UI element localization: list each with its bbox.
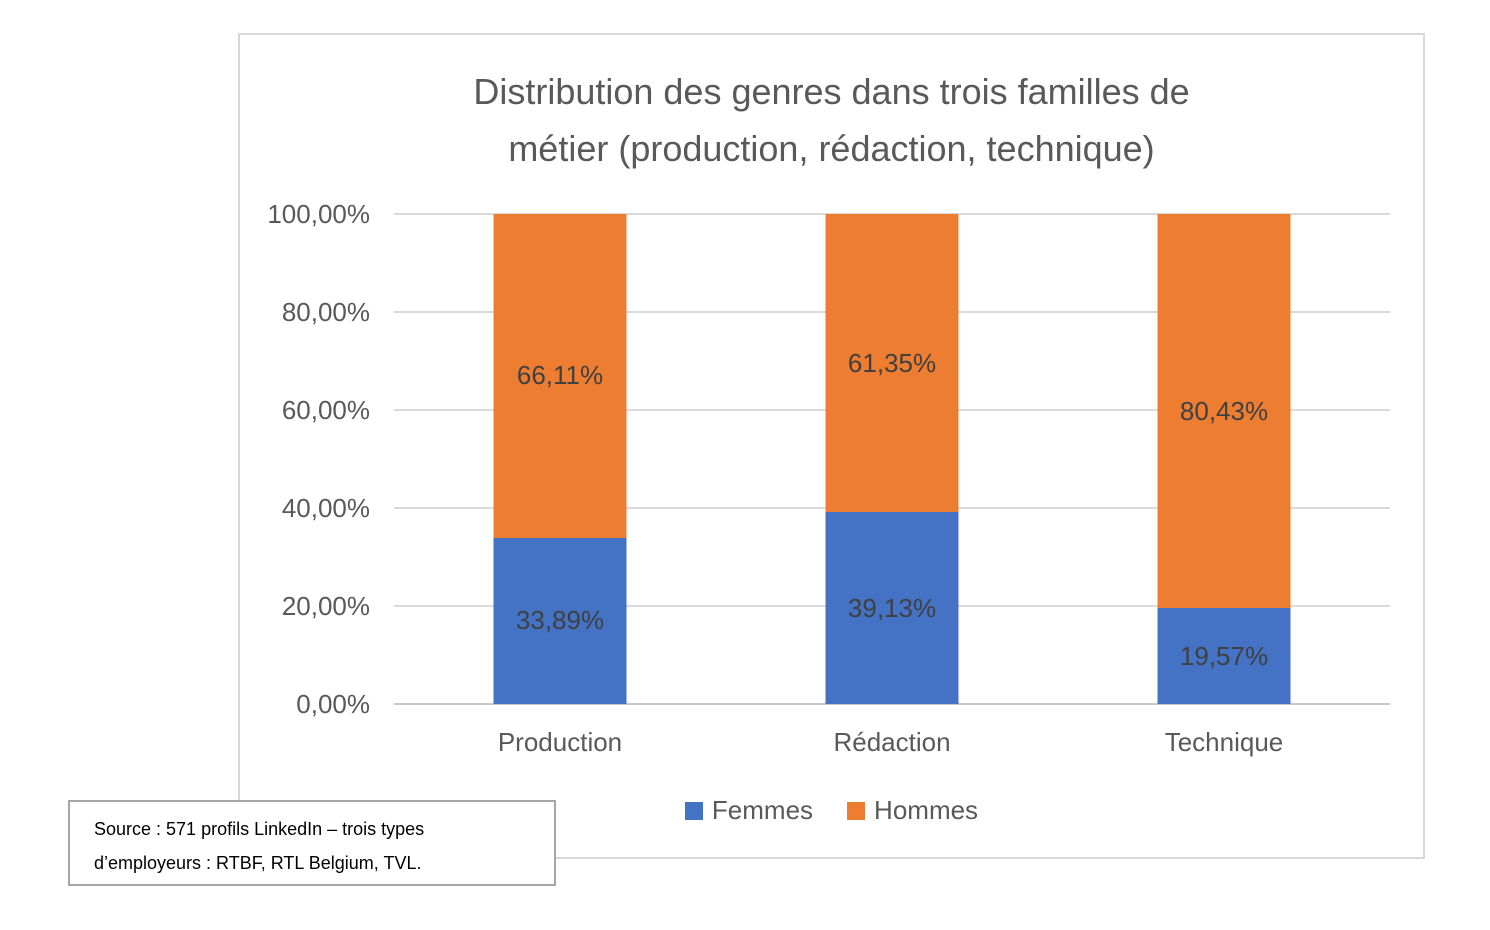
legend-swatch-femmes-icon (684, 801, 703, 820)
source-note: Source : 571 profils LinkedIn – trois ty… (68, 800, 556, 886)
source-note-line-1: Source : 571 profils LinkedIn – trois ty… (94, 819, 425, 839)
category-label-technique: Technique (1164, 727, 1284, 757)
legend: Femmes Hommes (240, 795, 1423, 826)
category-label-redaction: Rédaction (833, 727, 951, 757)
bar-group-technique: 80,43% 19,57% (1157, 214, 1291, 704)
y-axis-tick-label: 20,00% (281, 591, 370, 621)
data-label: 33,89% (515, 605, 605, 636)
y-axis-tick-label: 0,00% (296, 689, 370, 719)
chart-title: Distribution des genres dans trois famil… (473, 71, 1190, 169)
bar-segment-hommes: 61,35% (825, 214, 959, 513)
y-axis-tick-label: 60,00% (281, 395, 370, 425)
y-axis-tick-label: 100,00% (267, 199, 370, 229)
legend-item-femmes: Femmes (684, 795, 814, 826)
y-axis: 0,00% 20,00% 40,00% 60,00% 80,00% 100,00% (240, 201, 370, 717)
category-label-production: Production (497, 727, 623, 757)
data-label: 80,43% (1179, 395, 1269, 426)
legend-label-femmes: Femmes (711, 795, 814, 825)
data-label: 19,57% (1179, 640, 1269, 671)
legend-item-hommes: Hommes (847, 795, 978, 826)
data-label: 39,13% (847, 592, 937, 623)
source-note-line-2: d’employeurs : RTBF, RTL Belgium, TVL. (94, 853, 422, 873)
y-axis-tick-label: 40,00% (281, 493, 370, 523)
gridline (394, 703, 1390, 705)
bar-segment-femmes: 39,13% (825, 512, 959, 704)
x-axis: Production Rédaction Technique (394, 727, 1390, 757)
chart-container: Distribution des genres dans trois famil… (238, 33, 1425, 859)
data-label: 61,35% (847, 347, 937, 378)
bar-segment-femmes: 19,57% (1157, 608, 1291, 704)
bar-segment-femmes: 33,89% (493, 537, 627, 704)
bar-group-production: 66,11% 33,89% (493, 214, 627, 704)
legend-label-hommes: Hommes (874, 795, 979, 825)
y-axis-tick-label: 80,00% (281, 297, 370, 327)
bar-group-redaction: 61,35% 39,13% (825, 214, 959, 704)
legend-swatch-hommes-icon (847, 801, 866, 820)
plot-area: 66,11% 33,89% 61,35% 39,13% 80,43% 19,57% (394, 213, 1390, 705)
bar-segment-hommes: 66,11% (493, 214, 627, 538)
bar-segment-hommes: 80,43% (1157, 214, 1291, 609)
data-label: 66,11% (516, 360, 604, 391)
